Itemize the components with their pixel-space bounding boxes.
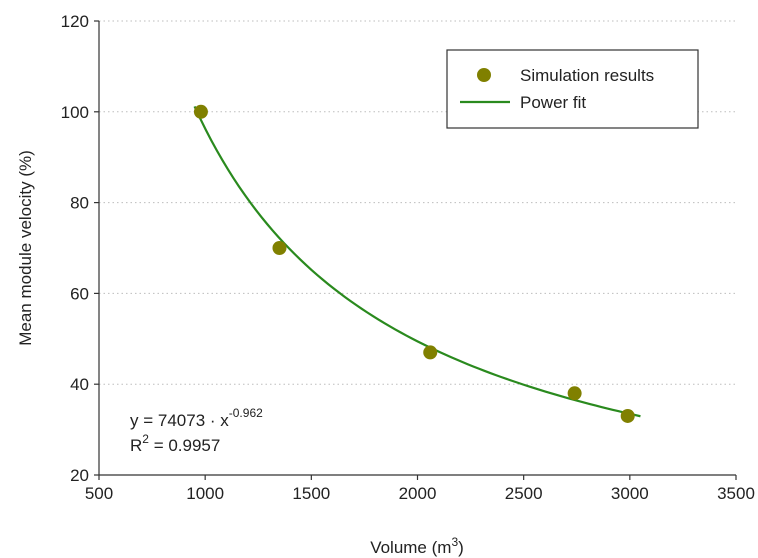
x-tick-label-1500: 1500 xyxy=(292,484,330,503)
fit-equation-line1: y = 74073 · x-0.962 xyxy=(130,406,263,430)
y-tick-label-60: 60 xyxy=(70,284,89,303)
data-point-1 xyxy=(193,104,208,119)
x-axis-title: Volume (m3) xyxy=(370,535,464,557)
power-fit-series xyxy=(193,105,641,418)
x-tick-label-3000: 3000 xyxy=(611,484,649,503)
r-squared-sup: 2 xyxy=(142,432,149,446)
legend-label-simulation-results: Simulation results xyxy=(520,66,654,85)
data-point-2 xyxy=(272,241,287,255)
fit-equation-main: y = 74073 · x xyxy=(130,411,229,430)
x-axis-title-main: Volume (m xyxy=(370,538,451,557)
legend-label-power-fit: Power fit xyxy=(520,93,586,112)
x-axis-title-end: ) xyxy=(458,538,464,557)
legend-box xyxy=(446,49,699,129)
fit-equation: y = 74073 · x-0.962 R2 = 0.9957 xyxy=(130,406,263,455)
r-squared-base: R xyxy=(130,436,142,455)
y-tick-label-80: 80 xyxy=(70,194,89,213)
x-tick-label-2500: 2500 xyxy=(505,484,543,503)
y-tick-label-120: 120 xyxy=(61,12,89,31)
data-point-3 xyxy=(423,345,438,360)
x-tick-label-1000: 1000 xyxy=(186,484,224,503)
x-tick-label-500: 500 xyxy=(85,484,113,503)
x-tick-label-2000: 2000 xyxy=(399,484,437,503)
fit-equation-exponent: -0.962 xyxy=(229,406,263,420)
ticks: 20 40 60 80 100 120 500 1000 1500 2000 2500 3000 350… xyxy=(61,12,755,503)
r-squared-value: = 0.9957 xyxy=(149,436,220,455)
legend-marker-simulation-results xyxy=(477,68,491,82)
simulation-results-series xyxy=(193,104,635,423)
data-point-4 xyxy=(567,386,582,401)
power-fit-line xyxy=(193,105,641,418)
x-axis-title-sup: 3 xyxy=(451,535,458,549)
y-axis-title: Mean module velocity (%) xyxy=(16,150,35,346)
data-point-5 xyxy=(620,408,635,423)
fit-r-squared: R2 = 0.9957 xyxy=(130,432,220,455)
x-tick-label-3500: 3500 xyxy=(717,484,755,503)
y-tick-label-20: 20 xyxy=(70,466,89,485)
y-tick-label-100: 100 xyxy=(61,103,89,122)
legend: Simulation results Power fit xyxy=(446,49,699,129)
y-tick-label-40: 40 xyxy=(70,375,89,394)
